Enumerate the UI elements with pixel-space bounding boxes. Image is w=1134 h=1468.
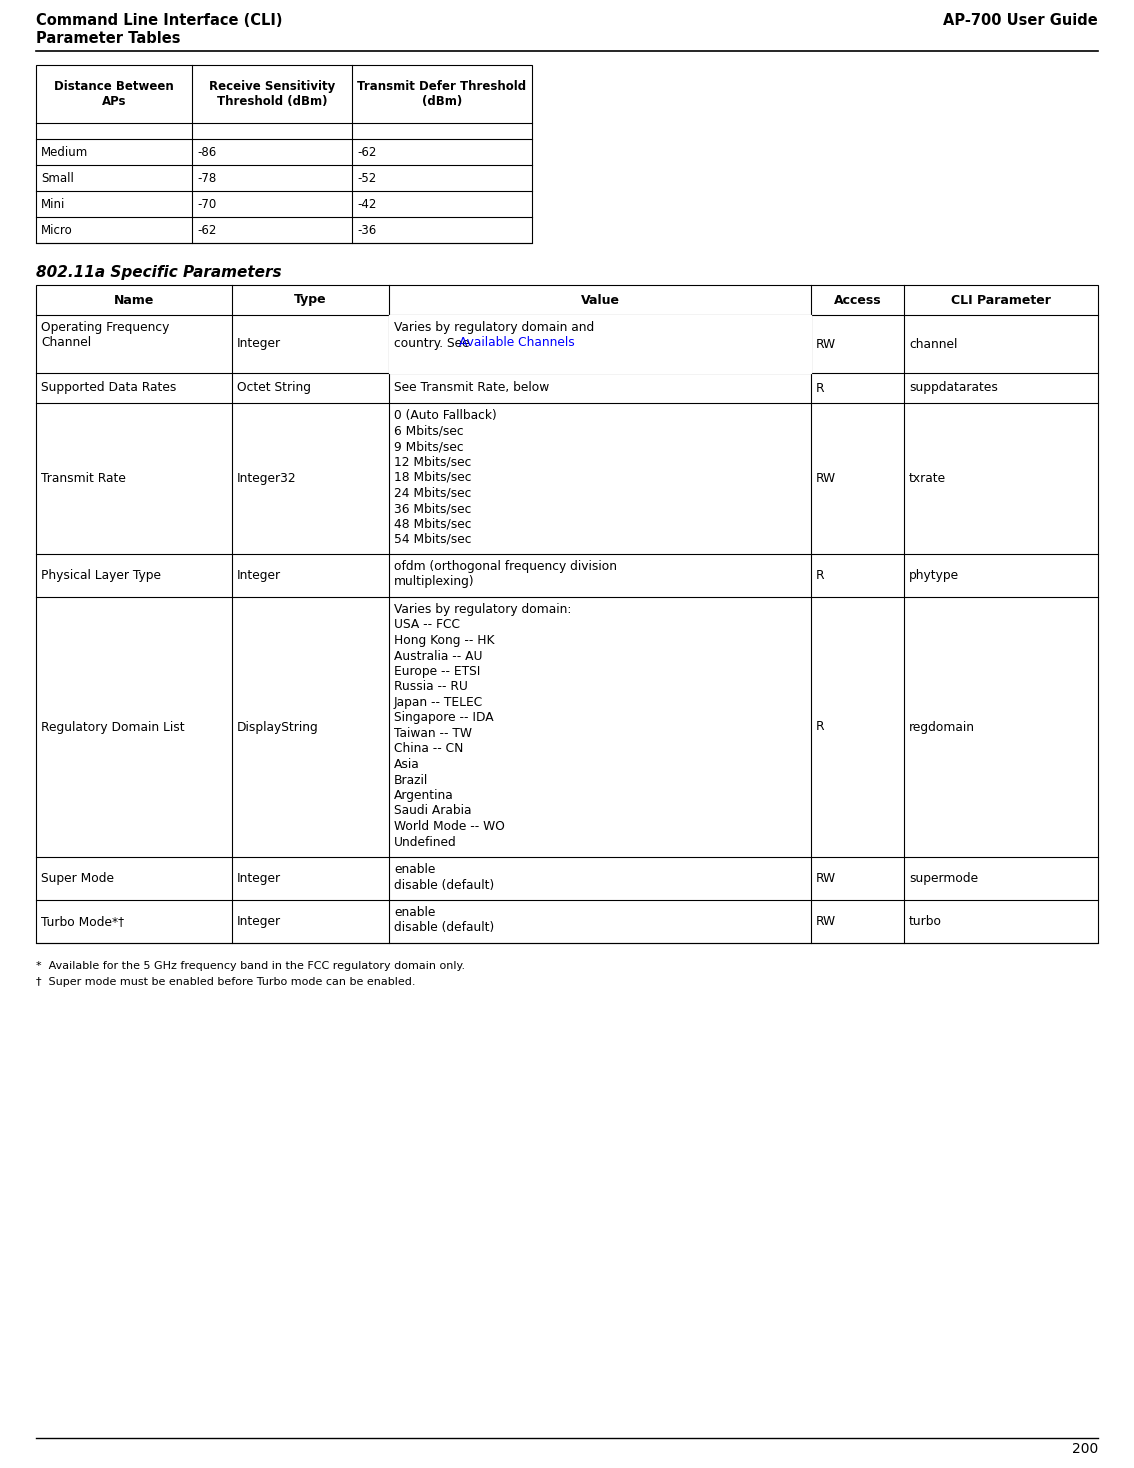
Text: World Mode -- WO: World Mode -- WO — [393, 821, 505, 832]
Text: Access: Access — [833, 294, 881, 307]
Text: supermode: supermode — [909, 872, 979, 885]
Text: Hong Kong -- HK: Hong Kong -- HK — [393, 634, 494, 647]
Text: enable: enable — [393, 906, 435, 919]
Text: 12 Mbits/sec: 12 Mbits/sec — [393, 455, 472, 468]
Text: Command Line Interface (CLI): Command Line Interface (CLI) — [36, 13, 282, 28]
Text: channel: channel — [909, 338, 957, 351]
Text: Integer: Integer — [237, 570, 281, 581]
Text: 24 Mbits/sec: 24 Mbits/sec — [393, 486, 472, 499]
Text: Turbo Mode*†: Turbo Mode*† — [41, 915, 124, 928]
Text: Channel: Channel — [41, 336, 91, 349]
Text: Name: Name — [113, 294, 154, 307]
Text: Integer: Integer — [237, 872, 281, 885]
Text: -86: -86 — [197, 145, 217, 159]
Text: RW: RW — [816, 473, 836, 484]
Text: Receive Sensitivity
Threshold (dBm): Receive Sensitivity Threshold (dBm) — [209, 79, 336, 109]
Text: -62: -62 — [197, 223, 217, 236]
Text: -42: -42 — [357, 198, 376, 210]
Text: 54 Mbits/sec: 54 Mbits/sec — [393, 533, 472, 546]
Text: RW: RW — [816, 872, 836, 885]
Text: Undefined: Undefined — [393, 835, 457, 849]
Text: Varies by regulatory domain:: Varies by regulatory domain: — [393, 603, 572, 617]
Text: Singapore -- IDA: Singapore -- IDA — [393, 712, 493, 725]
Text: R: R — [816, 570, 824, 581]
Text: China -- CN: China -- CN — [393, 743, 464, 756]
Bar — [36, 65, 532, 244]
Text: -52: -52 — [357, 172, 376, 185]
Text: Regulatory Domain List: Regulatory Domain List — [41, 721, 185, 734]
Text: Transmit Defer Threshold
(dBm): Transmit Defer Threshold (dBm) — [357, 79, 526, 109]
Text: Small: Small — [41, 172, 74, 185]
Text: Russia -- RU: Russia -- RU — [393, 681, 468, 693]
Text: Supported Data Rates: Supported Data Rates — [41, 382, 177, 395]
Text: Super Mode: Super Mode — [41, 872, 115, 885]
Text: 200: 200 — [1072, 1442, 1098, 1456]
Text: Available Channels: Available Channels — [459, 336, 575, 349]
Text: multiplexing): multiplexing) — [393, 575, 475, 589]
Text: country. See: country. See — [393, 336, 474, 349]
Text: †  Super mode must be enabled before Turbo mode can be enabled.: † Super mode must be enabled before Turb… — [36, 978, 415, 986]
Text: Integer: Integer — [237, 915, 281, 928]
Text: 0 (Auto Fallback): 0 (Auto Fallback) — [393, 410, 497, 421]
Text: R: R — [816, 721, 824, 734]
Text: CLI Parameter: CLI Parameter — [951, 294, 1051, 307]
Text: turbo: turbo — [909, 915, 942, 928]
Text: Taiwan -- TW: Taiwan -- TW — [393, 727, 472, 740]
Text: 18 Mbits/sec: 18 Mbits/sec — [393, 471, 472, 484]
Text: Integer: Integer — [237, 338, 281, 351]
Text: Integer32: Integer32 — [237, 473, 297, 484]
Text: 802.11a Specific Parameters: 802.11a Specific Parameters — [36, 266, 281, 280]
Text: Varies by regulatory domain and: Varies by regulatory domain and — [393, 321, 594, 335]
Text: AP-700 User Guide: AP-700 User Guide — [943, 13, 1098, 28]
Text: ofdm (orthogonal frequency division: ofdm (orthogonal frequency division — [393, 559, 617, 573]
Bar — [36, 285, 1098, 942]
Bar — [389, 316, 811, 373]
Text: Value: Value — [581, 294, 619, 307]
Text: Australia -- AU: Australia -- AU — [393, 649, 482, 662]
Text: disable (default): disable (default) — [393, 878, 494, 891]
Text: -78: -78 — [197, 172, 217, 185]
Text: Type: Type — [294, 294, 327, 307]
Text: DisplayString: DisplayString — [237, 721, 319, 734]
Text: RW: RW — [816, 338, 836, 351]
Text: Japan -- TELEC: Japan -- TELEC — [393, 696, 483, 709]
Text: 6 Mbits/sec: 6 Mbits/sec — [393, 424, 464, 437]
Text: R: R — [816, 382, 824, 395]
Text: USA -- FCC: USA -- FCC — [393, 618, 460, 631]
Text: Physical Layer Type: Physical Layer Type — [41, 570, 161, 581]
Text: 9 Mbits/sec: 9 Mbits/sec — [393, 440, 464, 454]
Text: Europe -- ETSI: Europe -- ETSI — [393, 665, 481, 678]
Text: Brazil: Brazil — [393, 774, 429, 787]
Text: Varies by regulatory domain and: Varies by regulatory domain and — [393, 321, 594, 335]
Text: -62: -62 — [357, 145, 376, 159]
Text: See Transmit Rate, below: See Transmit Rate, below — [393, 382, 549, 395]
Text: disable (default): disable (default) — [393, 922, 494, 935]
Text: Available Channels: Available Channels — [393, 352, 510, 366]
Text: phytype: phytype — [909, 570, 959, 581]
Text: suppdatarates: suppdatarates — [909, 382, 998, 395]
Text: 36 Mbits/sec: 36 Mbits/sec — [393, 502, 472, 515]
Text: country. See: country. See — [393, 336, 474, 349]
Text: -70: -70 — [197, 198, 217, 210]
Text: Distance Between
APs: Distance Between APs — [54, 79, 174, 109]
Text: Mini: Mini — [41, 198, 66, 210]
Text: Micro: Micro — [41, 223, 73, 236]
Text: enable: enable — [393, 863, 435, 876]
Text: RW: RW — [816, 915, 836, 928]
Text: -36: -36 — [357, 223, 376, 236]
Text: txrate: txrate — [909, 473, 946, 484]
Text: *  Available for the 5 GHz frequency band in the FCC regulatory domain only.: * Available for the 5 GHz frequency band… — [36, 962, 465, 970]
Text: Asia: Asia — [393, 757, 420, 771]
Text: Medium: Medium — [41, 145, 88, 159]
Text: Transmit Rate: Transmit Rate — [41, 473, 126, 484]
Text: Octet String: Octet String — [237, 382, 311, 395]
Text: Argentina: Argentina — [393, 788, 454, 802]
Text: Saudi Arabia: Saudi Arabia — [393, 804, 472, 818]
Text: Parameter Tables: Parameter Tables — [36, 31, 180, 46]
Text: regdomain: regdomain — [909, 721, 975, 734]
Text: 48 Mbits/sec: 48 Mbits/sec — [393, 518, 472, 530]
Text: Operating Frequency: Operating Frequency — [41, 321, 169, 335]
